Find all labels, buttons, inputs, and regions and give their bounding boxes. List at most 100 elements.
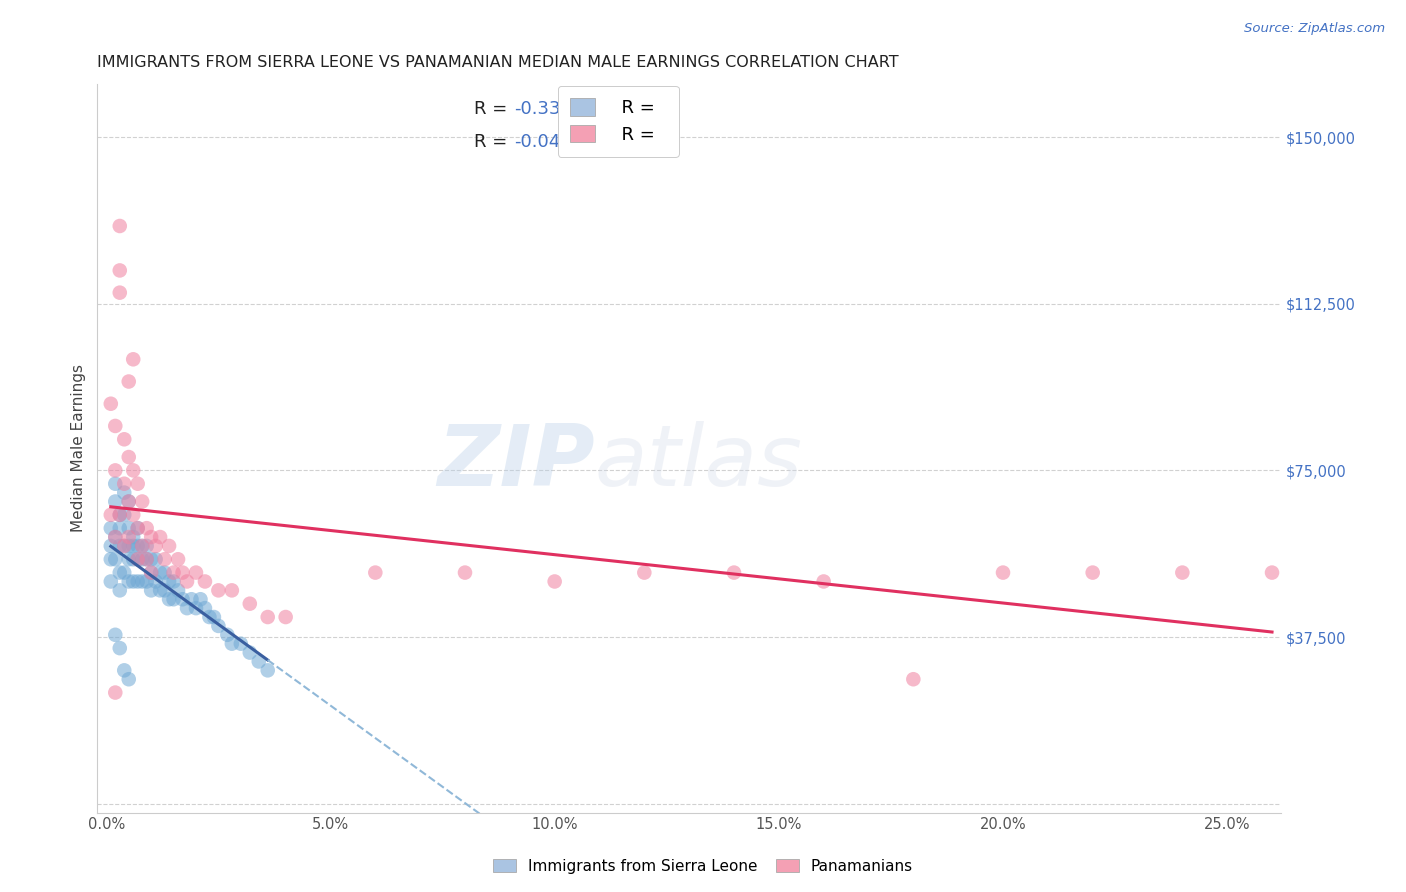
Point <box>122 539 145 553</box>
Text: Source: ZipAtlas.com: Source: ZipAtlas.com <box>1244 22 1385 36</box>
Point <box>100 539 122 553</box>
Point <box>108 219 131 233</box>
Point <box>131 539 153 553</box>
Point <box>131 539 153 553</box>
Point <box>112 476 135 491</box>
Point <box>543 574 565 589</box>
Point <box>157 539 180 553</box>
Point <box>239 597 262 611</box>
Point <box>141 566 163 580</box>
Point <box>723 566 745 580</box>
Point <box>1261 566 1284 580</box>
Text: N =: N = <box>600 101 634 119</box>
Text: R =: R = <box>474 101 508 119</box>
Point <box>104 530 127 544</box>
Point <box>145 539 167 553</box>
Point <box>118 672 141 686</box>
Point <box>149 566 172 580</box>
Point <box>118 521 141 535</box>
Point <box>104 476 127 491</box>
Point <box>104 685 127 699</box>
Point <box>127 574 149 589</box>
Point <box>162 592 184 607</box>
Point <box>145 552 167 566</box>
Point <box>135 552 157 566</box>
Point <box>198 610 221 624</box>
Point <box>131 552 153 566</box>
Point <box>118 450 141 464</box>
Point <box>104 530 127 544</box>
Point <box>100 552 122 566</box>
Point <box>122 574 145 589</box>
Text: IMMIGRANTS FROM SIERRA LEONE VS PANAMANIAN MEDIAN MALE EARNINGS CORRELATION CHAR: IMMIGRANTS FROM SIERRA LEONE VS PANAMANI… <box>97 55 898 70</box>
Point <box>194 574 217 589</box>
Point <box>108 583 131 598</box>
Point <box>104 463 127 477</box>
Text: -0.330: -0.330 <box>515 101 572 119</box>
Point <box>229 637 252 651</box>
Point <box>135 521 157 535</box>
Point <box>112 432 135 446</box>
Text: N =: N = <box>600 133 634 152</box>
Point <box>112 539 135 553</box>
Text: R =: R = <box>474 133 508 152</box>
Legend:   R =  ,   R =  : R = , R = <box>558 86 679 157</box>
Point <box>176 601 198 615</box>
Point <box>184 601 207 615</box>
Point <box>122 463 145 477</box>
Point <box>118 530 141 544</box>
Point <box>149 530 172 544</box>
Point <box>108 263 131 277</box>
Point <box>172 592 194 607</box>
Point <box>145 574 167 589</box>
Y-axis label: Median Male Earnings: Median Male Earnings <box>72 364 86 533</box>
Point <box>903 672 925 686</box>
Point <box>118 574 141 589</box>
Point <box>108 521 131 535</box>
Point <box>112 566 135 580</box>
Text: -0.040: -0.040 <box>515 133 571 152</box>
Point <box>153 583 176 598</box>
Point <box>221 583 243 598</box>
Point <box>131 574 153 589</box>
Point <box>239 646 262 660</box>
Point <box>108 641 131 656</box>
Point <box>141 530 163 544</box>
Point <box>141 552 163 566</box>
Point <box>364 566 387 580</box>
Point <box>172 566 194 580</box>
Point <box>217 628 239 642</box>
Point <box>112 485 135 500</box>
Point <box>135 574 157 589</box>
Point <box>104 419 127 434</box>
Point <box>256 664 278 678</box>
Point <box>108 285 131 300</box>
Point <box>100 397 122 411</box>
Point <box>207 619 229 633</box>
Point <box>118 494 141 508</box>
Text: 54: 54 <box>640 133 662 152</box>
Point <box>122 552 145 566</box>
Point <box>149 583 172 598</box>
Point <box>454 566 477 580</box>
Point <box>104 494 127 508</box>
Legend: Immigrants from Sierra Leone, Panamanians: Immigrants from Sierra Leone, Panamanian… <box>486 853 920 880</box>
Point <box>127 552 149 566</box>
Point <box>1081 566 1104 580</box>
Point <box>157 574 180 589</box>
Point <box>104 552 127 566</box>
Point <box>118 539 141 553</box>
Point <box>256 610 278 624</box>
Point <box>118 375 141 389</box>
Point <box>190 592 212 607</box>
Point <box>153 552 176 566</box>
Point <box>100 521 122 535</box>
Point <box>135 539 157 553</box>
Point <box>813 574 835 589</box>
Point <box>153 566 176 580</box>
Point <box>131 494 153 508</box>
Point <box>112 539 135 553</box>
Point <box>122 508 145 522</box>
Point <box>118 552 141 566</box>
Point <box>100 508 122 522</box>
